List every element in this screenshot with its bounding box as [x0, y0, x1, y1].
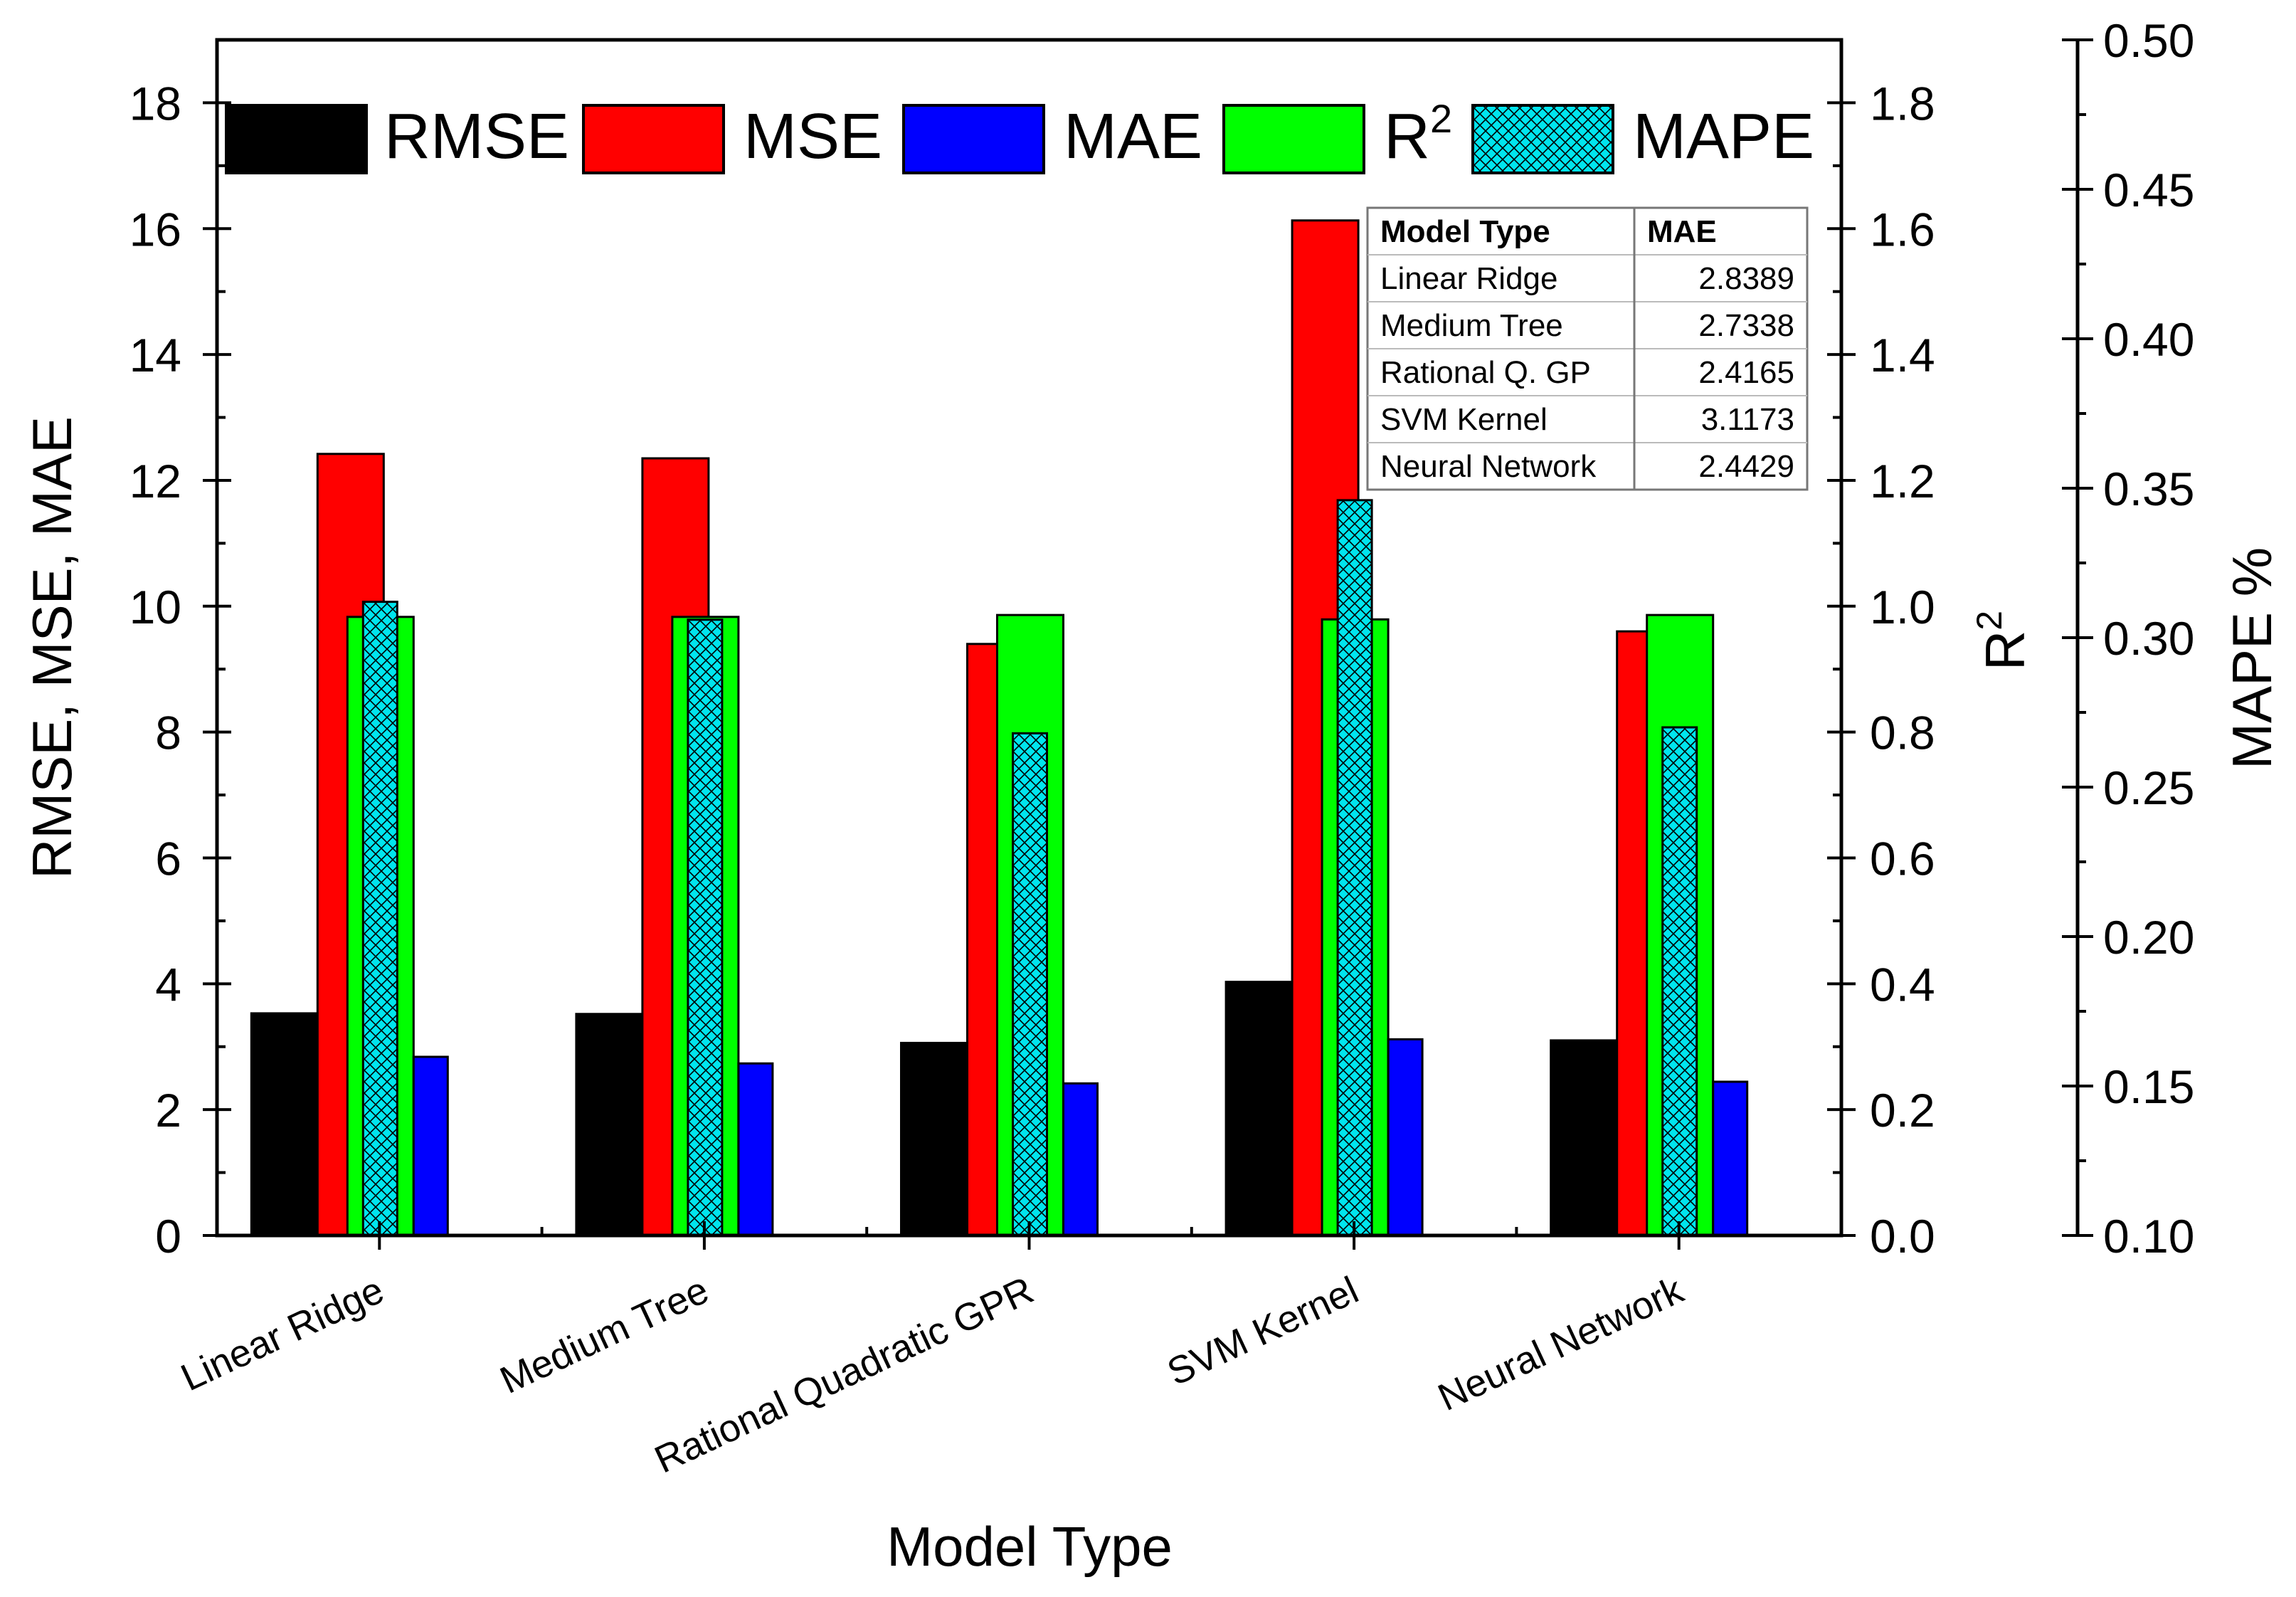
legend-label-text: R: [1384, 101, 1430, 172]
left-axis-tick-label: 2: [155, 1084, 181, 1137]
bar-rmse-4: [1224, 981, 1294, 1237]
r2-axis-tick-label: 0.2: [1870, 1084, 1935, 1137]
left-axis-tick-label: 12: [129, 455, 181, 507]
mae-table: Model Type MAE Linear Ridge 2.8389 Medium Tr…: [1366, 206, 1809, 491]
x-axis-tick-label: Linear Ridge: [175, 1268, 391, 1399]
left-axis-tick-label: 8: [155, 707, 181, 759]
legend-swatch-3: [902, 104, 1045, 174]
left-axis-tick-label: 16: [129, 203, 181, 255]
r2-axis-tick-label: 1.6: [1870, 203, 1935, 255]
y-axis-title-r2: R2: [1969, 611, 2036, 670]
mape-axis-tick-label: 0.50: [2103, 14, 2194, 67]
y-axis-title-r2-base: R: [1974, 631, 2036, 670]
legend-label-5: MAPE: [1633, 101, 1814, 172]
y-axis-title-mape: MAPE %: [2221, 547, 2283, 769]
r2-axis-tick-label: 1.4: [1870, 329, 1935, 381]
bar-mape-4: [1336, 499, 1373, 1237]
table-model-cell: Rational Q. GP: [1380, 355, 1591, 390]
left-axis-tick-label: 4: [155, 958, 181, 1011]
legend-label-3: MAE: [1064, 101, 1202, 172]
r2-axis-tick-label: 1.2: [1870, 455, 1935, 507]
bar-rmse-2: [575, 1013, 644, 1237]
x-axis-title: Model Type: [887, 1515, 1173, 1578]
axes-group: 0 2 4 6 8 10 12 14 16 18 0.0 0.2 0.4 0.6 0.8 1.0 1.2 1.4 1…: [129, 14, 2195, 1482]
table-header-cell: MAE: [1647, 214, 1717, 249]
table-model-cell: Medium Tree: [1380, 308, 1563, 343]
bar-rmse-1: [250, 1012, 319, 1237]
bar-mae-3: [1062, 1082, 1099, 1237]
r2-axis-tick-label: 1.0: [1870, 581, 1935, 633]
legend-label-2: MSE: [744, 101, 882, 172]
x-axis-tick-label: SVM Kernel: [1161, 1268, 1365, 1393]
bar-mae-4: [1387, 1038, 1424, 1237]
legend-label-sup: 2: [1430, 96, 1452, 141]
r2-axis-tick-label: 0.6: [1870, 832, 1935, 885]
r2-axis-tick-label: 0.4: [1870, 958, 1935, 1011]
legend-label-text: RMSE: [384, 101, 569, 172]
mape-axis-tick-label: 0.15: [2103, 1060, 2194, 1113]
legend-swatch-2: [582, 104, 725, 174]
left-axis-tick-label: 14: [129, 329, 181, 381]
table-mae-cell: 2.4165: [1698, 355, 1794, 390]
x-axis-tick-label: Neural Network: [1432, 1268, 1691, 1419]
left-axis-tick-label: 0: [155, 1210, 181, 1263]
table-mae-cell: 2.4429: [1698, 449, 1794, 484]
bar-mape-3: [1012, 732, 1048, 1237]
mape-axis-tick-label: 0.30: [2103, 612, 2194, 665]
legend-label-1: RMSE: [384, 101, 569, 172]
table-mae-cell: 2.7338: [1698, 308, 1794, 343]
left-axis-tick-label: 18: [129, 77, 181, 130]
left-axis-tick-label: 10: [129, 581, 181, 633]
legend-label-text: MSE: [744, 101, 882, 172]
legend-swatch-1: [225, 104, 368, 174]
legend: RMSE MSE MAE R2 MAPE: [225, 96, 1814, 174]
bar-mae-1: [412, 1055, 449, 1237]
r2-axis-tick-label: 0.8: [1870, 707, 1935, 759]
r2-axis-tick-label: 1.8: [1870, 77, 1935, 130]
r2-axis-tick-label: 0.0: [1870, 1210, 1935, 1263]
bars-group: [250, 219, 1749, 1237]
legend-swatch-4: [1222, 104, 1365, 174]
legend-swatch-5: [1471, 104, 1614, 174]
bar-mae-2: [737, 1062, 774, 1237]
left-axis-tick-label: 6: [155, 832, 181, 885]
mape-axis-tick-label: 0.10: [2103, 1210, 2194, 1263]
legend-label-text: MAE: [1064, 101, 1202, 172]
legend-label-text: MAPE: [1633, 101, 1814, 172]
y-axis-title-left: RMSE, MSE, MAE: [21, 416, 83, 879]
mape-axis-tick-label: 0.45: [2103, 164, 2194, 216]
table-model-cell: Neural Network: [1380, 449, 1597, 484]
table-mae-cell: 2.8389: [1698, 261, 1794, 296]
legend-label-4: R2: [1384, 96, 1452, 172]
bar-rmse-3: [900, 1041, 968, 1237]
y-axis-title-r2-sup: 2: [1969, 611, 2009, 631]
mape-axis-tick-label: 0.35: [2103, 463, 2194, 515]
bar-mape-1: [361, 601, 398, 1237]
mape-axis-tick-label: 0.25: [2103, 761, 2194, 814]
x-axis-tick-label: Medium Tree: [494, 1268, 715, 1402]
table-model-cell: SVM Kernel: [1380, 402, 1548, 437]
bar-mae-5: [1712, 1080, 1749, 1237]
mape-axis-tick-label: 0.20: [2103, 911, 2194, 964]
bar-rmse-5: [1550, 1039, 1619, 1237]
table-header-cell: Model Type: [1380, 214, 1550, 249]
bar-mape-5: [1661, 726, 1698, 1237]
mape-axis-tick-label: 0.40: [2103, 313, 2194, 366]
table-model-cell: Linear Ridge: [1380, 261, 1558, 296]
bar-mape-2: [687, 618, 724, 1237]
table-mae-cell: 3.1173: [1701, 402, 1794, 437]
